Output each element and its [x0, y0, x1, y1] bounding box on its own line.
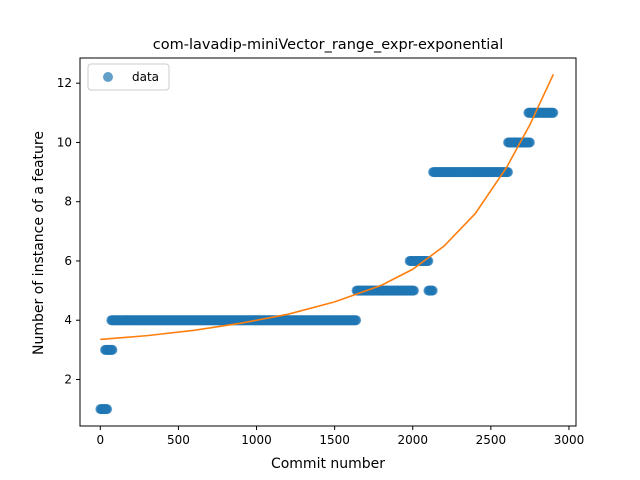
- x-tick-label: 0: [96, 433, 104, 447]
- y-tick-label: 2: [64, 372, 72, 386]
- data-point: [427, 285, 438, 296]
- data-point: [423, 255, 434, 266]
- x-tick-label: 1500: [319, 433, 350, 447]
- y-tick-label: 8: [64, 195, 72, 209]
- axes-frame: [79, 57, 577, 427]
- x-tick-label: 2000: [397, 433, 428, 447]
- x-axis: 0 500 1000 1500 2000 2500 3000: [96, 426, 584, 447]
- y-tick-label: 10: [57, 135, 72, 149]
- x-tick-label: 1000: [241, 433, 272, 447]
- data-point: [503, 167, 514, 178]
- data-point: [524, 137, 535, 148]
- data-point: [409, 285, 419, 296]
- y-tick-label: 12: [57, 76, 72, 90]
- chart-title: com-lavadip-miniVector_range_expr-expone…: [153, 37, 503, 53]
- plot-area: [79, 57, 577, 427]
- y-axis-label: Number of instance of a feature: [31, 131, 47, 355]
- x-tick-label: 3000: [554, 433, 585, 447]
- x-tick-label: 2500: [476, 433, 507, 447]
- y-tick-label: 6: [64, 254, 72, 268]
- series-fit-line: [100, 73, 555, 341]
- legend: data: [87, 63, 170, 91]
- data-point: [351, 315, 362, 326]
- data-point: [107, 344, 118, 355]
- series-data: [95, 107, 559, 415]
- y-axis: 2 4 6 8 10 12: [57, 76, 80, 386]
- y-tick-label: 4: [64, 313, 72, 327]
- legend-marker-data: [103, 72, 113, 82]
- x-tick-label: 500: [167, 433, 190, 447]
- data-point: [548, 107, 559, 118]
- legend-label-data: data: [132, 70, 159, 84]
- data-point: [102, 404, 113, 415]
- legend-frame: [87, 63, 170, 91]
- x-axis-label: Commit number: [271, 456, 385, 472]
